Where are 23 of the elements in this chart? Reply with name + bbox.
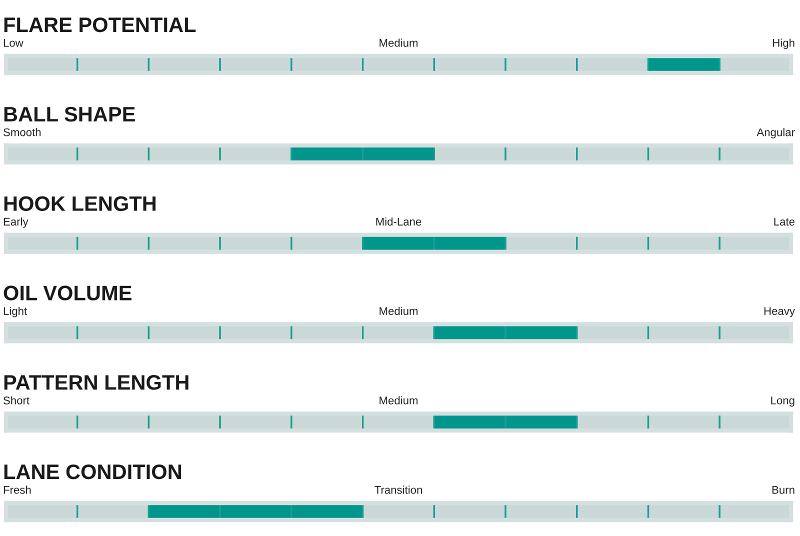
text: Heavy: [764, 307, 795, 318]
text: Mid-Lane: [376, 217, 422, 226]
text: Light: [4, 306, 28, 318]
text: Early: [4, 217, 28, 228]
chart-title: LANE CONDITION: [4, 464, 181, 480]
text: Transition: [374, 486, 422, 494]
chart-title: HOOK LENGTH: [4, 196, 156, 212]
text: Medium: [380, 306, 418, 316]
chart-title: FLARE POTENTIAL: [4, 17, 196, 32]
text: Fresh: [4, 486, 31, 494]
text: High: [773, 38, 794, 49]
text: Burn: [772, 486, 794, 494]
text: Medium: [380, 38, 418, 47]
chart-title: PATTERN LENGTH: [4, 375, 188, 390]
text: Angular: [756, 128, 795, 138]
text: Low: [4, 39, 24, 47]
chart-title: OIL VOLUME: [4, 286, 132, 300]
text: Medium: [380, 396, 418, 404]
chart-title: BALL SHAPE: [4, 106, 135, 122]
text: Short: [4, 396, 30, 404]
text: Long: [771, 396, 794, 407]
text: Late: [774, 218, 795, 226]
text: Smooth: [4, 128, 41, 136]
